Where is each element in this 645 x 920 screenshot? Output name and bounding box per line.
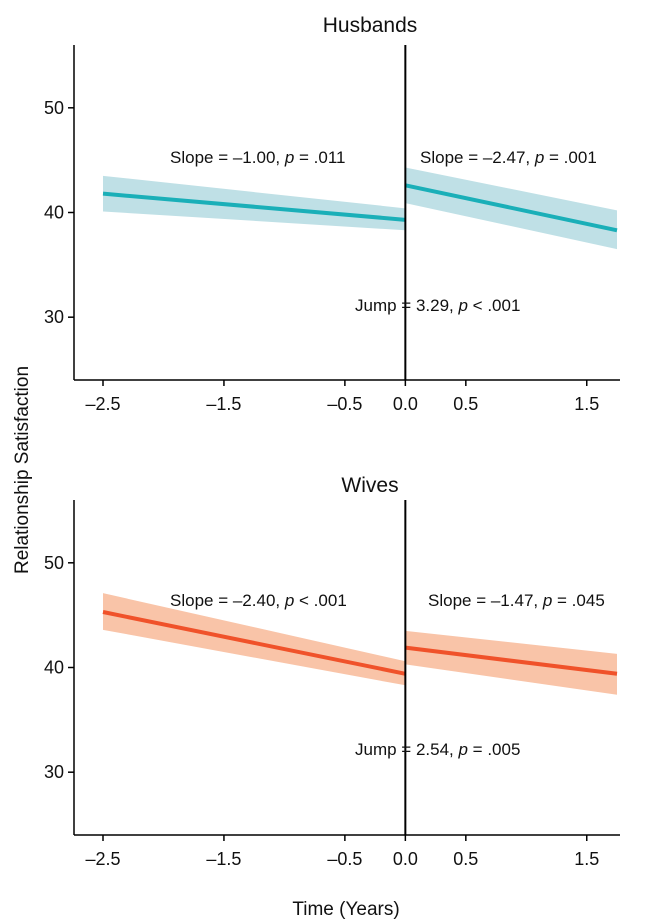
trend-line-after bbox=[404, 183, 618, 233]
confidence-band-before bbox=[103, 593, 406, 686]
p-symbol: p bbox=[542, 591, 552, 610]
x-tick-label: –2.5 bbox=[85, 394, 120, 414]
x-tick-label: –0.5 bbox=[327, 394, 362, 414]
annotation-slope-before: Slope = –2.40, p < .001 bbox=[170, 591, 347, 610]
panel-title: Wives bbox=[341, 474, 398, 497]
p-symbol: p bbox=[457, 296, 467, 315]
x-tick-label: –1.5 bbox=[206, 849, 241, 869]
annotation-slope-before: Slope = –1.00, p = .011 bbox=[170, 148, 346, 167]
annotation-jump: Jump = 3.29, p < .001 bbox=[355, 296, 520, 315]
annotation-p-value: = .045 bbox=[552, 591, 604, 610]
trend-line-before bbox=[102, 191, 406, 222]
y-tick-label: 30 bbox=[44, 762, 64, 782]
y-axis-label: Relationship Satisfaction bbox=[12, 366, 33, 574]
y-tick-label: 50 bbox=[44, 553, 64, 573]
x-tick-label: –0.5 bbox=[327, 849, 362, 869]
trend-line-after bbox=[405, 645, 618, 676]
annotation-text: Jump = 2.54, bbox=[355, 740, 458, 759]
x-tick-label: 0.5 bbox=[453, 849, 478, 869]
panel-husbands: Husbands 30 40 50 –2.5 –1.5 –0.5 0.0 0.5 1.5 Slope… bbox=[44, 14, 620, 414]
p-symbol: p bbox=[457, 740, 467, 759]
x-tick-label: 0.5 bbox=[453, 394, 478, 414]
annotation-p-value: = .005 bbox=[468, 740, 520, 759]
x-tick-label: –2.5 bbox=[85, 849, 120, 869]
panel-wives: Wives 30 40 50 –2.5 –1.5 –0.5 0.0 0.5 1.5 Slope = … bbox=[44, 474, 620, 869]
panel-title: Husbands bbox=[323, 14, 418, 37]
x-tick-label: 0.0 bbox=[393, 394, 418, 414]
p-symbol: p bbox=[534, 148, 544, 167]
x-axis-label: Time (Years) bbox=[292, 899, 399, 920]
y-tick-label: 40 bbox=[44, 658, 64, 678]
annotation-slope-after: Slope = –1.47, p = .045 bbox=[428, 591, 605, 610]
p-symbol: p bbox=[284, 148, 294, 167]
y-tick-label: 30 bbox=[44, 307, 64, 327]
y-tick-label: 50 bbox=[44, 98, 64, 118]
annotation-text: Slope = –1.00, bbox=[170, 148, 285, 167]
annotation-p-value: = .001 bbox=[544, 148, 596, 167]
y-tick-label: 40 bbox=[44, 203, 64, 223]
confidence-band-before bbox=[103, 175, 406, 231]
annotation-text: Slope = –1.47, bbox=[428, 591, 543, 610]
annotation-p-value: < .001 bbox=[468, 296, 520, 315]
annotation-jump: Jump = 2.54, p = .005 bbox=[355, 740, 520, 759]
annotation-text: Slope = –2.47, bbox=[420, 148, 535, 167]
annotation-p-value: = .011 bbox=[294, 148, 345, 167]
x-tick-label: 1.5 bbox=[574, 394, 599, 414]
annotation-p-value: < .001 bbox=[294, 591, 346, 610]
x-tick-label: 0.0 bbox=[393, 849, 418, 869]
x-tick-label: –1.5 bbox=[206, 394, 241, 414]
x-tick-label: 1.5 bbox=[574, 849, 599, 869]
p-symbol: p bbox=[284, 591, 294, 610]
annotation-slope-after: Slope = –2.47, p = .001 bbox=[420, 148, 597, 167]
annotation-text: Slope = –2.40, bbox=[170, 591, 285, 610]
confidence-band-after bbox=[405, 630, 617, 695]
trend-line-before bbox=[102, 610, 406, 676]
annotation-text: Jump = 3.29, bbox=[355, 296, 458, 315]
